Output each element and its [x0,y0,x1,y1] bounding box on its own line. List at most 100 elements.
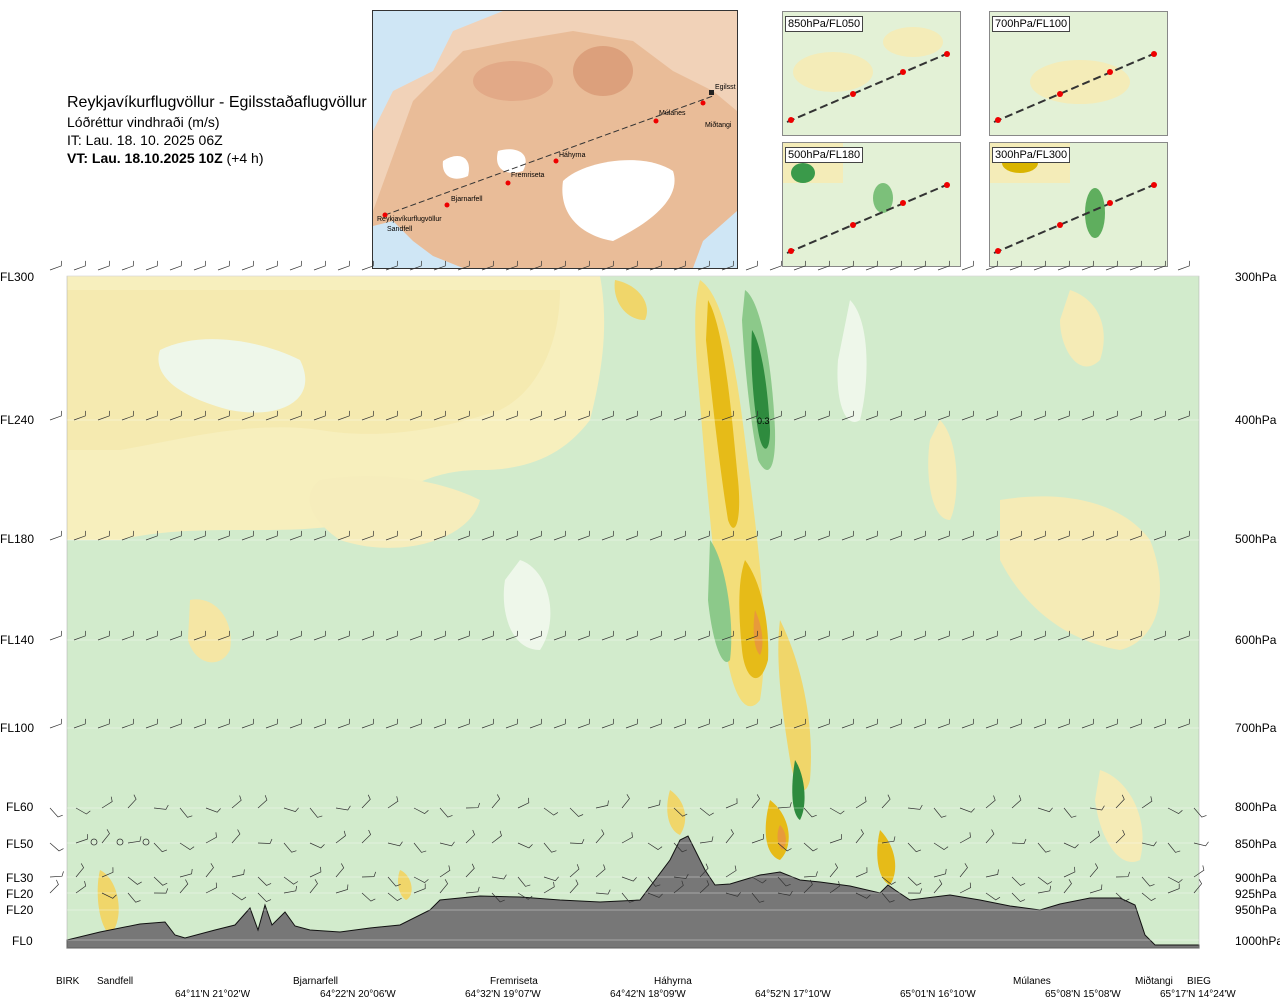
wind-barb [1089,863,1099,878]
wind-barb [569,838,585,844]
wind-barb [625,260,638,271]
wind-barb [961,630,974,641]
wind-barb [439,865,451,878]
wind-barb [1177,630,1190,641]
wind-barb [409,630,422,641]
wind-barb [313,530,326,541]
wind-barb [73,630,86,641]
wind-barb [543,807,559,816]
wind-barb [595,889,611,895]
wind-barb [697,530,710,541]
wind-barb [601,630,614,641]
wind-barb [913,630,926,641]
map-label-reykjavik: Reykjavíkurflugvöllur [377,216,442,223]
wind-barb [283,842,297,853]
wind-barb [465,863,475,878]
wind-barb [745,260,758,271]
wind-barb [241,630,254,641]
thumbnail-700[interactable]: 700hPa/FL100 [989,11,1168,136]
map-label-midtangi: Miðtangi [705,121,732,129]
wind-barb [257,795,268,809]
wind-barb [1105,260,1118,271]
wind-barb [179,868,193,878]
wind-barb [751,833,764,844]
wind-barb [1081,718,1094,729]
wind-barb [937,260,950,271]
wind-barb [179,842,195,851]
wind-barb [217,718,230,729]
wind-barb [1009,630,1022,641]
wind-barb [1011,838,1027,844]
title-block: Reykjavíkurflugvöllur - Egilsstaðaflugvö… [67,93,367,167]
wind-barb [543,881,555,894]
wind-barb [153,888,169,894]
wind-barb [283,807,299,813]
wind-barb [553,630,566,641]
wind-barb [777,842,792,852]
wind-barb [491,892,505,903]
hpa-label: 300hPa [1235,270,1277,284]
wind-barb [231,892,247,901]
wind-barb [491,874,507,880]
wind-barb [465,886,480,894]
wind-barb [361,892,376,902]
fl-label: FL0 [12,934,33,948]
wind-barb [841,530,854,541]
wind-barb [1105,410,1118,421]
wind-barb [413,807,429,815]
wind-barb [699,863,709,878]
wind-barb [217,260,230,271]
wind-barb [313,410,326,421]
wind-barb [337,530,350,541]
wind-barb [841,410,854,421]
wind-barb [1033,260,1046,271]
wind-barb [937,530,950,541]
wind-barb [725,798,738,809]
wind-barb [1115,794,1125,809]
route-map-svg: Reykjavíkurflugvöllur Sandfell Bjarnarfe… [373,11,737,268]
wind-barb [569,879,579,894]
hpa-label: 800hPa [1235,800,1277,814]
wind-barb [433,410,446,421]
thumbnail-500[interactable]: 500hPa/FL180 [782,142,961,267]
wind-barb [985,410,998,421]
wind-barb [647,876,661,887]
wind-barb [169,260,182,271]
wind-barb [865,260,878,271]
valid-time-bold: VT: Lau. 18.10.2025 10Z [67,150,223,166]
thumbnail-850[interactable]: 850hPa/FL050 [782,11,961,136]
wind-barb [265,630,278,641]
wind-barb [697,410,710,421]
wind-barb [673,530,686,541]
hpa-label: 850hPa [1235,837,1277,851]
wind-barb [1167,807,1183,815]
wind-barb [337,630,350,641]
wind-barb [1037,842,1051,853]
coordinate-label: 65°01'N 16°10'W [900,989,976,1000]
wind-barb [1057,530,1070,541]
wind-barb [803,842,818,852]
wind-barb [387,892,402,902]
wind-barb [97,260,110,271]
route-map: Reykjavíkurflugvöllur Sandfell Bjarnarfe… [372,10,738,269]
wind-barb [145,718,158,729]
wind-barb [865,630,878,641]
valid-time: VT: Lau. 18.10.2025 10Z (+4 h) [67,149,367,167]
wind-barb [769,630,782,641]
wind-barb [127,836,142,844]
wind-barb [283,885,298,894]
wind-barb [153,804,169,810]
wind-barb [257,838,273,844]
wind-barb [745,718,758,729]
wind-barb [505,630,518,641]
hpa-label: 500hPa [1235,532,1277,546]
wind-barb [1089,830,1100,844]
fl-label: FL100 [0,721,35,735]
thumbnail-300[interactable]: 300hPa/FL300 [989,142,1168,267]
fl-label: FL20 [6,887,34,901]
wind-barb [433,260,446,271]
wind-barb [961,718,974,729]
wind-barb [361,829,372,844]
wind-barb [673,873,689,879]
thumbnail-500-svg [783,143,960,266]
